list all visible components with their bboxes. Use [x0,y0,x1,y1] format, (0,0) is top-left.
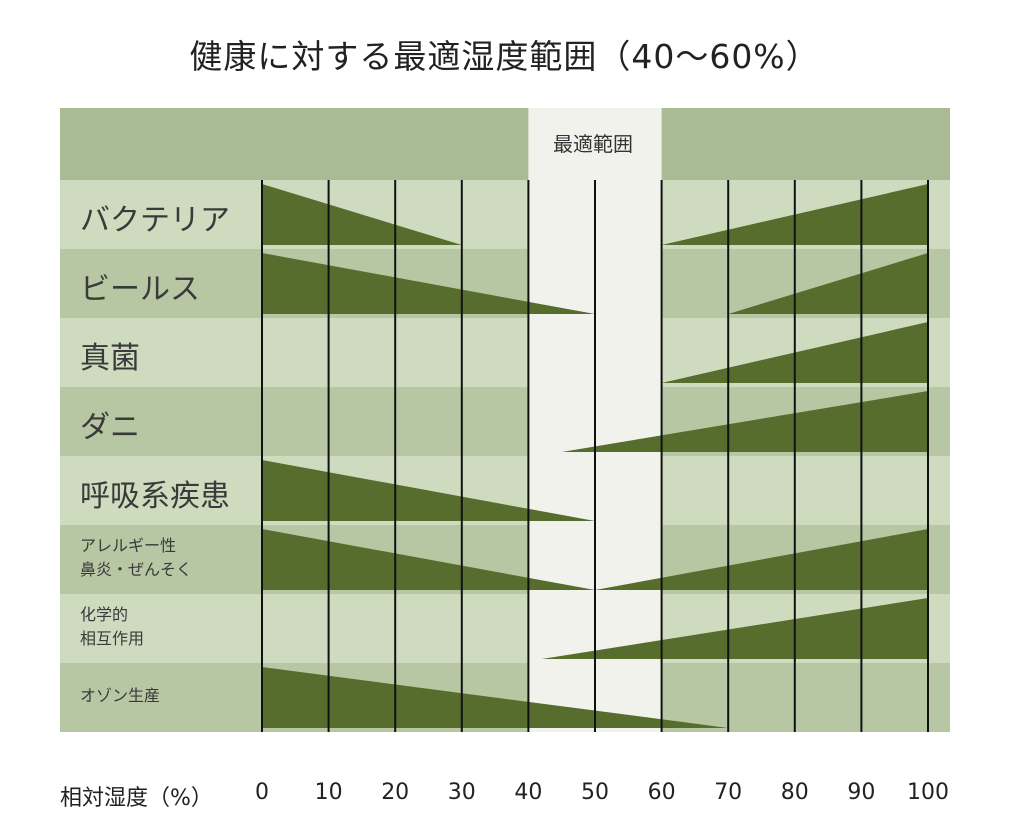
x-tick-label: 80 [780,780,809,805]
x-tick-label: 100 [907,780,949,805]
row-label-line: ダニ [80,409,140,445]
row-label: オゾン生産 [80,684,160,708]
row-label-line: 呼吸系疾患 [80,478,230,514]
risk-wedge [262,253,595,314]
row-label: 化学的 相互作用 [80,603,144,651]
x-tick-label: 40 [514,780,543,805]
row-label-line: 真菌 [80,340,140,376]
x-tick-label: 30 [447,780,476,805]
row-label-line: アレルギー性 [80,535,177,555]
row-label: ビールス [80,264,200,308]
row-label-line: バクテリア [80,202,230,238]
x-tick-label: 90 [847,780,876,805]
row-label-line: オゾン生産 [80,685,161,705]
chart-title: 健康に対する最適湿度範囲（40〜60%） [189,37,820,76]
risk-wedge [595,529,928,590]
row-label-line: 相互作用 [80,628,145,648]
row-label: アレルギー性 鼻炎・ぜんそく [80,534,192,582]
row-label: 呼吸系疾患 [80,471,230,515]
row-label: 真菌 [80,333,140,377]
risk-wedge [561,391,928,452]
x-tick-label: 70 [714,780,743,805]
risk-wedge [541,598,928,659]
risk-wedge [262,529,595,590]
header-band [60,108,950,180]
x-tick-label: 0 [255,780,269,805]
x-tick-label: 10 [314,780,343,805]
risk-wedge [262,667,729,728]
risk-wedge [728,253,928,314]
x-axis-label: 相対湿度（%） [60,786,213,811]
row-label-line: 鼻炎・ぜんそく [80,559,193,579]
x-tick-label: 50 [581,780,609,805]
risk-wedge [262,460,595,521]
row-label-line: 化学的 [80,604,129,624]
x-tick-label: 60 [647,780,676,805]
row-label-line: ビールス [80,271,200,307]
risk-wedge [262,184,462,245]
optimal-range-label: 最適範囲 [553,132,633,156]
row-label: ダニ [80,402,140,446]
x-tick-label: 20 [381,780,410,805]
row-label: バクテリア [80,195,230,239]
